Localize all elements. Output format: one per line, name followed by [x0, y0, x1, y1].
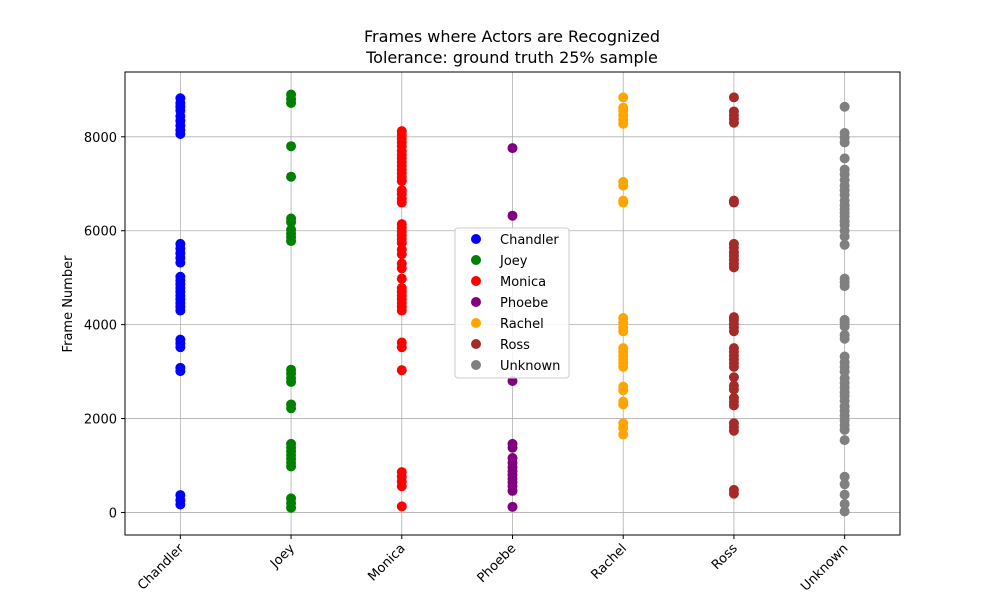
legend-marker-joey: [471, 255, 481, 265]
point-ross-21: [728, 312, 739, 323]
point-unknown-26: [839, 314, 850, 325]
point-monica-43: [396, 126, 407, 137]
point-chandler-2: [175, 490, 186, 501]
point-joey-11: [286, 399, 297, 410]
point-monica-25: [396, 219, 407, 230]
point-unknown-0: [839, 506, 850, 517]
legend: Chandler Joey Monica Phoebe Rachel Ross Unknow…: [454, 227, 570, 379]
point-rachel-20: [618, 176, 629, 187]
point-ross-16: [728, 343, 739, 354]
legend-marker-unknown: [471, 360, 481, 370]
point-joey-15: [286, 364, 297, 375]
point-rachel-2: [618, 418, 629, 429]
point-rachel-6: [618, 381, 629, 392]
point-ross-35: [728, 92, 739, 103]
point-ross-4: [728, 418, 739, 429]
y-tick-label-3: 6000: [84, 225, 117, 240]
point-monica-17: [396, 258, 407, 269]
point-unknown-3: [839, 479, 850, 490]
point-unknown-49: [839, 128, 850, 139]
point-chandler-4: [175, 362, 186, 373]
y-axis-label: Frame Number: [61, 255, 76, 353]
point-chandler-7: [175, 334, 186, 345]
chart-subtitle: Tolerance: ground truth 25% sample: [365, 48, 658, 67]
legend-label-phoebe: Phoebe: [500, 296, 548, 311]
point-monica-7: [396, 337, 407, 348]
y-tick-label-1: 2000: [84, 413, 117, 428]
y-tick-label-2: 4000: [84, 319, 117, 334]
point-unknown-5: [839, 435, 850, 446]
legend-label-unknown: Unknown: [500, 359, 560, 374]
x-tick-label-0: Chandler: [135, 541, 188, 594]
point-joey-23: [286, 141, 297, 152]
legend-marker-rachel: [471, 318, 481, 328]
point-monica-14: [396, 283, 407, 294]
point-chandler-31: [175, 93, 186, 104]
legend-label-ross: Ross: [500, 338, 530, 353]
point-rachel-26: [618, 92, 629, 103]
point-monica-5: [396, 365, 407, 376]
point-rachel-16: [618, 313, 629, 324]
point-unknown-2: [839, 489, 850, 500]
x-tick-label-4: Rachel: [589, 541, 631, 583]
point-phoebe-13: [507, 210, 518, 221]
point-ross-9: [728, 380, 739, 391]
point-unknown-4: [839, 471, 850, 482]
legend-marker-chandler: [471, 234, 481, 244]
point-joey-26: [286, 89, 297, 100]
point-ross-10: [728, 372, 739, 383]
chart-title: Frames where Actors are Recognized: [364, 27, 660, 46]
legend-marker-ross: [471, 339, 481, 349]
point-unknown-1: [839, 499, 850, 510]
point-monica-15: [396, 273, 407, 284]
point-joey-19: [286, 224, 297, 235]
point-unknown-50: [839, 101, 850, 112]
point-monica-29: [396, 185, 407, 196]
y-tick-label-0: 0: [109, 506, 117, 521]
point-ross-1: [728, 484, 739, 495]
point-unknown-29: [839, 273, 850, 284]
point-ross-34: [728, 106, 739, 117]
point-monica-4: [396, 467, 407, 478]
point-rachel-4: [618, 396, 629, 407]
point-ross-7: [728, 392, 739, 403]
point-chandler-22: [175, 238, 186, 249]
point-unknown-23: [839, 329, 850, 340]
legend-marker-monica: [471, 276, 481, 286]
point-joey-22: [286, 171, 297, 182]
x-tick-label-2: Monica: [365, 541, 408, 584]
point-joey-2: [286, 493, 297, 504]
point-phoebe-14: [507, 143, 518, 154]
legend-label-monica: Monica: [500, 275, 546, 290]
point-phoebe-0: [507, 501, 518, 512]
x-tick-label-6: Unknown: [798, 541, 851, 594]
x-tick-label-5: Ross: [709, 541, 741, 573]
data-points: [175, 89, 850, 517]
point-ross-28: [728, 238, 739, 249]
point-rachel-18: [618, 195, 629, 206]
legend-marker-phoebe: [471, 297, 481, 307]
point-phoebe-9: [507, 452, 518, 463]
point-rachel-25: [618, 102, 629, 113]
point-phoebe-11: [507, 438, 518, 449]
point-unknown-21: [839, 351, 850, 362]
x-tick-label-3: Phoebe: [475, 541, 520, 586]
y-tick-label-4: 8000: [84, 131, 117, 146]
legend-box: [454, 227, 570, 379]
point-unknown-30: [839, 239, 850, 250]
point-unknown-46: [839, 153, 850, 164]
point-unknown-45: [839, 164, 850, 175]
point-joey-9: [286, 438, 297, 449]
point-joey-21: [286, 213, 297, 224]
legend-label-rachel: Rachel: [500, 317, 544, 332]
point-ross-30: [728, 195, 739, 206]
point-rachel-12: [618, 343, 629, 354]
point-chandler-17: [175, 271, 186, 282]
point-monica-0: [396, 501, 407, 512]
legend-label-chandler: Chandler: [500, 233, 559, 248]
legend-label-joey: Joey: [499, 254, 528, 269]
x-tick-label-1: Joey: [267, 541, 298, 572]
